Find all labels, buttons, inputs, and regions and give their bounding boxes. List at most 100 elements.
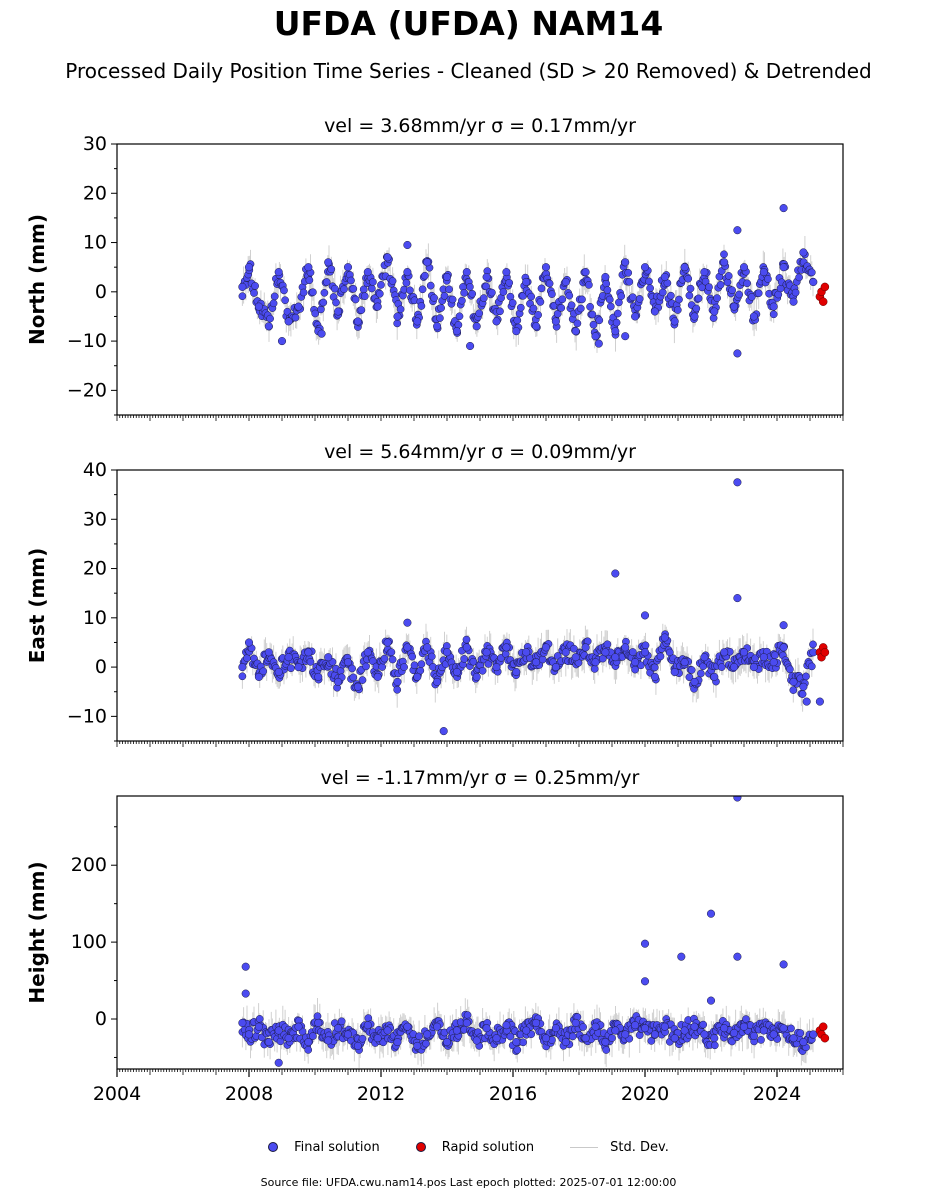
- final-solution-point: [541, 263, 551, 272]
- y-tick-label: 30: [83, 508, 107, 530]
- final-solution-point: [769, 302, 778, 311]
- final-solution-point: [324, 258, 333, 267]
- final-solution-point: [423, 258, 432, 267]
- y-axis-label: Height (mm): [25, 861, 49, 1003]
- final-solution-point: [612, 318, 621, 327]
- final-solution-point: [617, 292, 626, 301]
- final-solution-point: [686, 284, 695, 293]
- final-solution-point: [786, 665, 794, 674]
- final-solution-point: [377, 281, 385, 289]
- final-solution-point: [254, 1022, 263, 1031]
- x-tick-label: 2004: [93, 1083, 141, 1105]
- x-ticks: [116, 415, 844, 421]
- final-solution-point: [603, 286, 612, 294]
- final-solution-point: [571, 653, 580, 662]
- y-tick-label: 20: [83, 182, 107, 204]
- final-solution-point: [628, 648, 637, 656]
- final-solution-point: [605, 295, 614, 304]
- final-solution-point: [680, 658, 689, 667]
- final-solution-point: [789, 686, 798, 694]
- final-solution-point: [330, 284, 339, 293]
- final-solution-point: [591, 1022, 600, 1031]
- final-solution-point: [769, 1030, 778, 1039]
- final-solution-point: [532, 1018, 541, 1027]
- page-title: UFDA (UFDA) NAM14: [273, 4, 664, 43]
- final-solution-point: [799, 1038, 808, 1047]
- final-solution-point: [387, 648, 396, 657]
- panel-title: vel = 3.68mm/yr σ = 0.17mm/yr: [324, 115, 636, 137]
- final-solution-point: [545, 279, 554, 288]
- final-solution-point: [640, 648, 650, 657]
- final-solution-point: [749, 312, 758, 321]
- legend-label-std: Std. Dev.: [610, 1139, 669, 1155]
- final-solution-point: [625, 277, 634, 286]
- final-solution-point: [769, 658, 778, 667]
- final-solution-point: [311, 309, 320, 318]
- outlier-point: [274, 1058, 283, 1067]
- final-solution-point: [700, 653, 709, 662]
- final-solution-point: [340, 285, 348, 294]
- rapid-solution-points: [815, 282, 830, 306]
- final-solution-point: [433, 677, 442, 686]
- final-solution-point: [388, 655, 397, 664]
- final-solution-point: [406, 286, 414, 295]
- final-solution-point: [699, 1020, 708, 1029]
- final-solution-point: [692, 304, 701, 313]
- final-solution-point: [561, 1038, 570, 1047]
- final-solution-point: [680, 1026, 689, 1035]
- final-solution-point: [324, 653, 333, 662]
- final-solution-point: [807, 268, 816, 277]
- final-solution-point: [254, 302, 263, 311]
- final-solution-point: [687, 666, 696, 674]
- x-tick-label: 2020: [621, 1083, 669, 1105]
- outlier-point: [779, 204, 788, 213]
- final-solution-point: [427, 652, 436, 661]
- final-solution-point: [611, 653, 620, 662]
- final-solution-point: [685, 291, 694, 300]
- page-subtitle: Processed Daily Position Time Series - C…: [65, 59, 872, 83]
- y-tick-label: 0: [95, 1008, 107, 1030]
- y-tick-label: 10: [83, 232, 107, 254]
- final-solution-point: [266, 314, 274, 323]
- final-solution-point: [440, 292, 449, 300]
- final-solution-point: [393, 319, 402, 328]
- final-solution-point: [403, 1022, 412, 1031]
- legend-label-rapid: Rapid solution: [441, 1139, 535, 1155]
- final-solution-point: [537, 284, 546, 293]
- final-solution-point: [658, 288, 667, 297]
- final-solution-point: [433, 1022, 442, 1031]
- final-solution-point: [383, 253, 392, 262]
- final-solution-point: [254, 672, 263, 681]
- final-solution-point: [337, 1017, 346, 1026]
- final-solution-point: [269, 299, 278, 308]
- final-solution-point: [660, 272, 669, 282]
- final-solution-point: [448, 295, 457, 304]
- final-solution-point: [287, 664, 295, 673]
- final-solution-point: [601, 1038, 610, 1047]
- final-solution-point: [343, 658, 353, 667]
- final-solution-point: [723, 278, 732, 287]
- final-solution-point: [720, 258, 729, 267]
- final-solution-point: [601, 272, 610, 282]
- outlier-point: [733, 796, 742, 802]
- final-solution-point: [238, 663, 247, 672]
- final-solution-point: [561, 277, 570, 287]
- final-solution-point: [670, 1034, 679, 1043]
- final-solution-point: [787, 1024, 795, 1033]
- x-ticks: [116, 741, 844, 747]
- final-solution-point: [789, 677, 798, 686]
- x-tick-label: 2024: [753, 1083, 801, 1105]
- final-solution-point: [635, 295, 644, 303]
- outlier-point: [640, 611, 650, 620]
- final-solution-point: [294, 663, 303, 672]
- outlier-point: [733, 478, 742, 487]
- rapid-solution-points: [815, 1022, 830, 1043]
- final-solution-point: [458, 296, 466, 305]
- legend-marker-final: [268, 1142, 279, 1152]
- final-solution-point: [351, 295, 360, 304]
- outlier-point: [466, 341, 475, 351]
- final-solution-point: [660, 633, 669, 642]
- final-solution-point: [472, 1036, 481, 1045]
- final-solution-point: [357, 306, 366, 314]
- outlier-point: [733, 594, 742, 603]
